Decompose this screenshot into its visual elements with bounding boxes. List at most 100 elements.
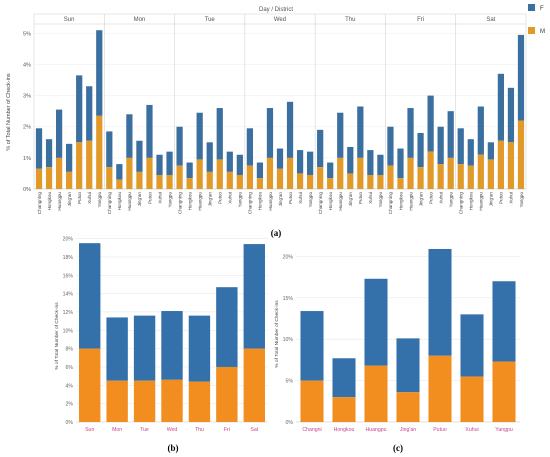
panel-b-y-tick-label: 2%: [66, 402, 74, 408]
panel-a-bar-m: [357, 157, 364, 189]
panel-a-bar-f: [357, 106, 364, 158]
panel-a-bar-f: [447, 111, 454, 158]
panel-c-y-tick-label: 15%: [283, 296, 294, 302]
panel-c-bar-m: [428, 355, 452, 422]
panel-a-bar-m: [116, 179, 123, 189]
panel-a-ylabel: % of Total Number of Check-ins: [6, 73, 12, 150]
panel-b-x-tick-label: Mon: [112, 427, 122, 433]
panel-a-x-tick-label: Changning: [107, 192, 112, 215]
panel-a-bar-f: [276, 148, 284, 169]
panel-a-y-ticks: 0% 1% 2% 3% 4% 5%: [23, 31, 31, 193]
panel-a-x-tick-label: Hongkou: [328, 192, 333, 211]
panel-a-bar-m: [196, 159, 203, 189]
panel-a-bar-f: [307, 151, 314, 175]
panel-c-bar-f: [428, 248, 452, 356]
panel-a-bar-m: [497, 140, 505, 189]
panel-c-x-tick-label: Hongkou: [334, 427, 355, 433]
panel-a-y-tick-label: 0%: [23, 187, 31, 193]
panel-a-x-tick-label: Huangpu: [197, 192, 202, 211]
panel-c-bars: [300, 248, 516, 422]
panel-b-y-tick-label: 10%: [63, 328, 74, 334]
panel-a-bar-m: [186, 178, 193, 189]
panel-a-day-header: Mon: [134, 17, 146, 23]
panel-a-day-header: Fri: [417, 17, 424, 23]
panel-a-bar-m: [106, 167, 113, 189]
panel-a-x-tick-label: Xuhui: [157, 192, 162, 204]
panel-b-x-tick-label: Sun: [85, 427, 94, 433]
panel-a-x-tick-label: Hongkou: [469, 192, 474, 211]
panel-c-x-tick-label: Changni: [302, 427, 321, 433]
panel-a-bar-f: [266, 108, 274, 158]
panel-b-y-tick-label: 6%: [66, 365, 74, 371]
panel-a-bar-f: [256, 162, 264, 179]
panel-a-bar-m: [236, 174, 243, 189]
panel-a-x-tick-label: Yangpu: [167, 192, 172, 208]
panel-a-bar-m: [437, 164, 444, 189]
panel-c-x-tick-label: Huangpu: [365, 427, 386, 433]
panel-a-x-tick-label: Putuo: [499, 192, 504, 204]
panel-a-x-tick-label: Changning: [177, 192, 182, 215]
panel-a-x-tick-label: Putuo: [288, 192, 293, 204]
panel-a-bar-m: [96, 115, 103, 189]
panel-a-x-tick-label: Putuo: [77, 192, 82, 204]
panel-a-bar-m: [377, 174, 384, 189]
panel-c-bar-m: [396, 392, 420, 422]
panel-a-bar-f: [286, 101, 294, 158]
panel-a-bar-f: [246, 128, 253, 166]
legend-label-f: F: [540, 6, 544, 12]
panel-a-bar-f: [497, 73, 505, 141]
panel-a-bar-m: [407, 157, 414, 189]
panel-a-bars: [35, 30, 525, 189]
panel-b-x-tick-label: Thu: [195, 427, 204, 433]
panel-a-bar-m: [126, 157, 133, 189]
panel-c-bar-f: [460, 314, 484, 377]
panel-a-x-tick-label: Changning: [248, 192, 253, 215]
panel-a-bar-m: [266, 157, 274, 189]
panel-a-bar-m: [146, 157, 153, 189]
panel-c-y-tick-label: 20%: [283, 254, 294, 260]
panel-a-bar-m: [86, 140, 93, 189]
panel-a-bar-m: [387, 165, 394, 189]
panel-a-day-header: Thu: [345, 17, 355, 23]
panel-a-bar-m: [367, 174, 374, 189]
panel-a-bar-f: [156, 154, 163, 175]
panel-a-bar-f: [397, 148, 404, 179]
panel-a-x-tick-label: Yangpu: [308, 192, 313, 208]
panel-a-bar-f: [166, 151, 173, 175]
legend-swatch-f: [528, 4, 535, 11]
panel-b-bar-f: [133, 315, 156, 381]
panel-c-bar-f: [300, 311, 324, 381]
panel-b-x-tick-label: Wed: [167, 427, 178, 433]
panel-b-ylabel: % of Total Number of Check-ins: [54, 302, 60, 370]
panel-a-legend: F M: [528, 4, 545, 35]
panel-b-bar-f: [188, 315, 211, 382]
panel-a-bar-f: [296, 150, 304, 174]
panel-a-x-tick-label: Hongkou: [398, 192, 403, 211]
panel-b-y-tick-label: 12%: [63, 310, 74, 316]
panel-c-caption: (c): [393, 443, 403, 453]
panel-a-bar-m: [307, 174, 314, 189]
panel-a-bar-m: [477, 154, 484, 189]
panel-a-bar-f: [347, 146, 354, 174]
legend-swatch-m: [528, 27, 535, 34]
panel-a-bar-m: [276, 168, 284, 189]
panel-a-bar-m: [216, 159, 223, 189]
panel-a-x-tick-label: Jing'an: [208, 192, 213, 207]
panel-a-bar-m: [417, 167, 424, 189]
panel-b-bar-f: [216, 287, 238, 367]
panel-a-bar-m: [397, 178, 404, 189]
panel-a-bar-m: [45, 167, 53, 189]
panel-b-bar-f: [79, 243, 101, 349]
panel-a-y-tick-label: 5%: [23, 31, 31, 37]
panel-a-bar-m: [467, 165, 474, 189]
panel-a-bar-f: [467, 139, 474, 166]
panel-c-ylabel: % of Total Number of Check-ins: [274, 300, 280, 368]
panel-b-y-tick-label: 8%: [66, 347, 74, 353]
panel-a-x-tick-label: Jing'an: [137, 192, 142, 207]
panel-a-x-ticks: Changning Hongkou Huangpu Jing'an Putuo Xuhui…: [37, 192, 524, 215]
panel-a-grid: [33, 13, 527, 190]
panel-b-y-tick-label: 16%: [63, 273, 74, 279]
panel-a-x-tick-label: Xuhui: [509, 192, 514, 204]
panel-b-bar-f: [243, 244, 265, 349]
panel-a-y-tick-label: 2%: [23, 125, 31, 131]
